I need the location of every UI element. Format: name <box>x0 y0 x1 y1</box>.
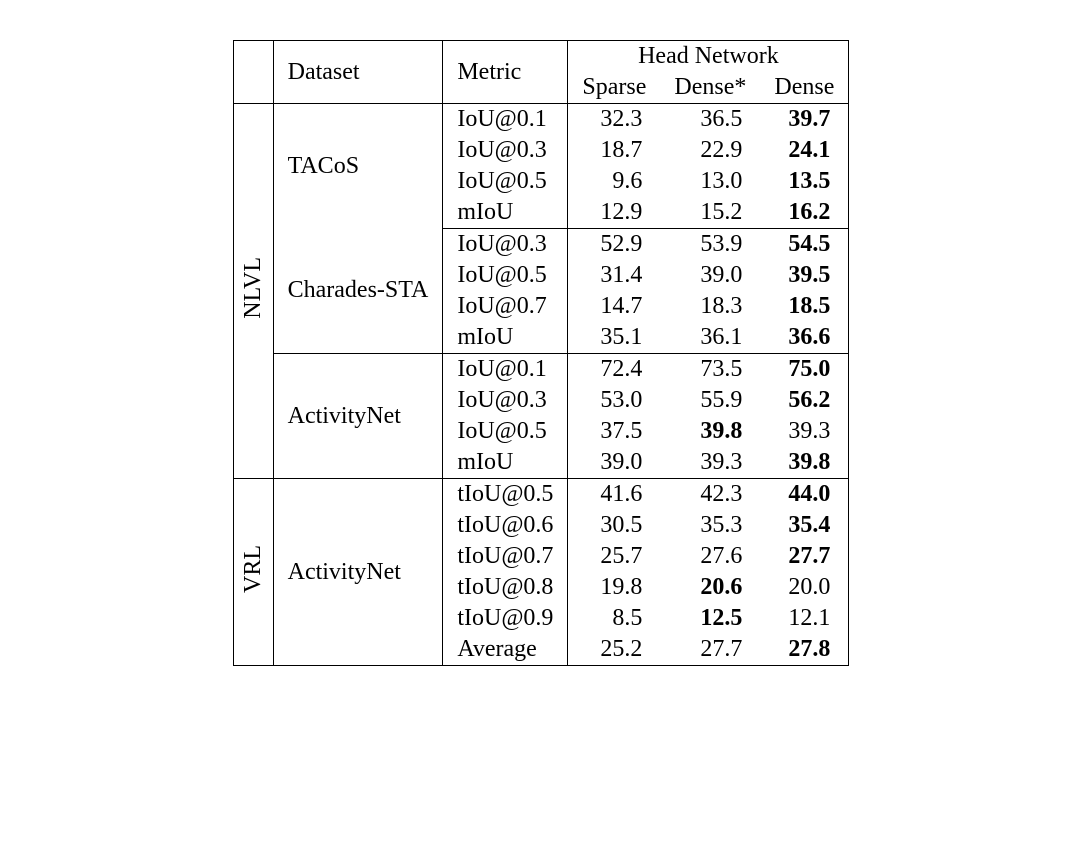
group-label-vrl: VRL <box>233 479 273 666</box>
val-sparse: 72.4 <box>568 354 660 386</box>
metric-cell: tIoU@0.7 <box>443 541 568 572</box>
metric-cell: IoU@0.3 <box>443 229 568 261</box>
val-dense-star: 36.1 <box>660 322 760 354</box>
val-dense: 39.7 <box>760 104 848 136</box>
val-dense: 36.6 <box>760 322 848 354</box>
metric-cell: IoU@0.3 <box>443 385 568 416</box>
val-sparse: 25.2 <box>568 634 660 666</box>
val-dense-star: 27.7 <box>660 634 760 666</box>
val-dense: 13.5 <box>760 166 848 197</box>
dense-header: Dense <box>760 72 848 104</box>
head-network-header: Head Network <box>568 41 849 73</box>
val-dense-star: 20.6 <box>660 572 760 603</box>
metric-cell: IoU@0.5 <box>443 166 568 197</box>
val-sparse: 19.8 <box>568 572 660 603</box>
val-dense: 35.4 <box>760 510 848 541</box>
val-dense-star: 42.3 <box>660 479 760 511</box>
val-dense-star: 15.2 <box>660 197 760 229</box>
dataset-header: Dataset <box>273 41 443 104</box>
val-sparse: 12.9 <box>568 197 660 229</box>
val-sparse: 31.4 <box>568 260 660 291</box>
val-sparse: 32.3 <box>568 104 660 136</box>
val-dense: 39.5 <box>760 260 848 291</box>
val-dense: 27.7 <box>760 541 848 572</box>
metric-cell: mIoU <box>443 322 568 354</box>
val-dense: 18.5 <box>760 291 848 322</box>
val-dense: 12.1 <box>760 603 848 634</box>
val-sparse: 39.0 <box>568 447 660 479</box>
metric-cell: mIoU <box>443 197 568 229</box>
val-dense: 54.5 <box>760 229 848 261</box>
metric-cell: IoU@0.5 <box>443 260 568 291</box>
metric-cell: IoU@0.1 <box>443 104 568 136</box>
metric-cell: mIoU <box>443 447 568 479</box>
dense-star-header: Dense* <box>660 72 760 104</box>
results-table: Dataset Metric Head Network Sparse Dense… <box>233 40 850 666</box>
dataset-name: ActivityNet <box>273 354 443 479</box>
val-dense-star: 39.0 <box>660 260 760 291</box>
val-dense-star: 35.3 <box>660 510 760 541</box>
metric-cell: tIoU@0.8 <box>443 572 568 603</box>
val-sparse: 9.6 <box>568 166 660 197</box>
dataset-name: ActivityNet <box>273 479 443 666</box>
val-sparse: 37.5 <box>568 416 660 447</box>
dataset-name: TACoS <box>273 104 443 229</box>
val-dense: 44.0 <box>760 479 848 511</box>
metric-header: Metric <box>443 41 568 104</box>
val-dense-star: 22.9 <box>660 135 760 166</box>
metric-cell: IoU@0.3 <box>443 135 568 166</box>
blank-header <box>233 41 273 104</box>
metric-cell: IoU@0.5 <box>443 416 568 447</box>
val-dense: 56.2 <box>760 385 848 416</box>
metric-cell: tIoU@0.5 <box>443 479 568 511</box>
val-dense: 16.2 <box>760 197 848 229</box>
val-dense-star: 53.9 <box>660 229 760 261</box>
val-sparse: 25.7 <box>568 541 660 572</box>
val-sparse: 18.7 <box>568 135 660 166</box>
val-dense-star: 12.5 <box>660 603 760 634</box>
val-sparse: 14.7 <box>568 291 660 322</box>
val-dense-star: 27.6 <box>660 541 760 572</box>
metric-cell: tIoU@0.9 <box>443 603 568 634</box>
val-dense-star: 73.5 <box>660 354 760 386</box>
metric-cell: tIoU@0.6 <box>443 510 568 541</box>
val-sparse: 41.6 <box>568 479 660 511</box>
sparse-header: Sparse <box>568 72 660 104</box>
val-sparse: 52.9 <box>568 229 660 261</box>
val-dense-star: 39.3 <box>660 447 760 479</box>
val-dense: 24.1 <box>760 135 848 166</box>
val-dense: 39.3 <box>760 416 848 447</box>
val-dense-star: 13.0 <box>660 166 760 197</box>
val-sparse: 35.1 <box>568 322 660 354</box>
val-dense-star: 55.9 <box>660 385 760 416</box>
metric-cell: Average <box>443 634 568 666</box>
metric-cell: IoU@0.7 <box>443 291 568 322</box>
group-label-nlvl: NLVL <box>233 104 273 479</box>
metric-cell: IoU@0.1 <box>443 354 568 386</box>
val-dense-star: 36.5 <box>660 104 760 136</box>
val-dense-star: 39.8 <box>660 416 760 447</box>
val-sparse: 30.5 <box>568 510 660 541</box>
val-dense: 39.8 <box>760 447 848 479</box>
val-dense: 75.0 <box>760 354 848 386</box>
val-sparse: 8.5 <box>568 603 660 634</box>
val-dense: 27.8 <box>760 634 848 666</box>
dataset-name: Charades-STA <box>273 229 443 354</box>
val-dense: 20.0 <box>760 572 848 603</box>
val-dense-star: 18.3 <box>660 291 760 322</box>
val-sparse: 53.0 <box>568 385 660 416</box>
